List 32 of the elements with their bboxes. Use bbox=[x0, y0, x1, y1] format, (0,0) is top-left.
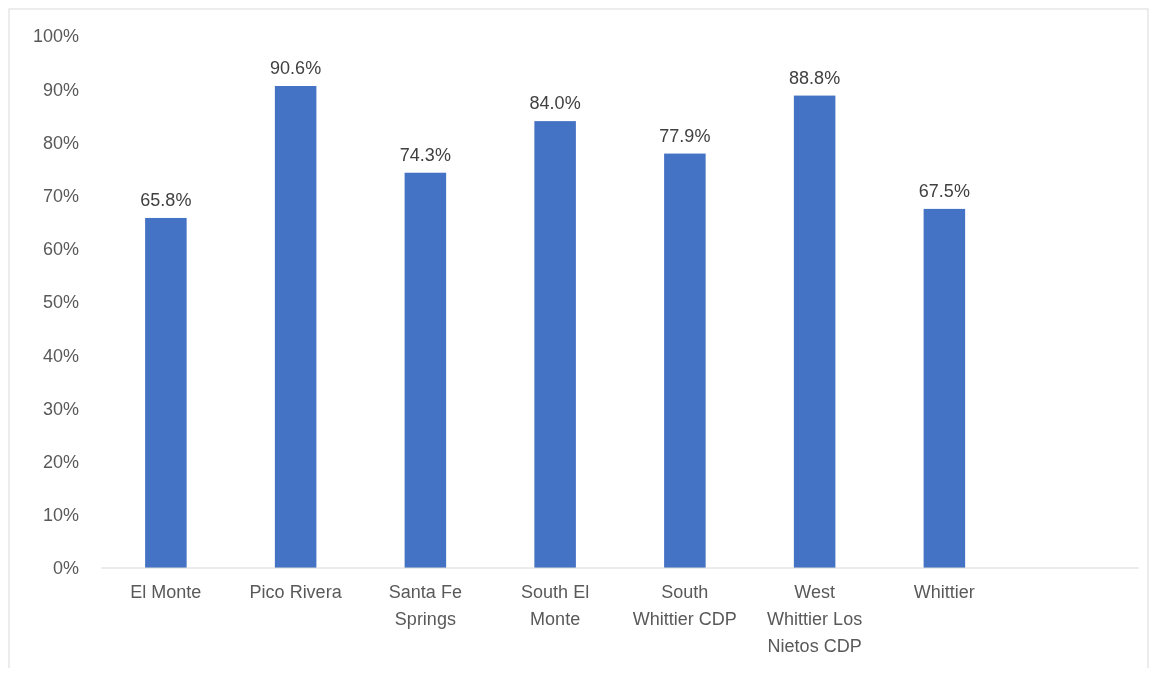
y-tick-label: 0% bbox=[52, 558, 79, 579]
y-tick-label: 20% bbox=[42, 451, 79, 472]
y-tick-label: 70% bbox=[42, 185, 79, 206]
data-label: 90.6% bbox=[270, 58, 322, 79]
y-tick-label: 50% bbox=[42, 292, 79, 313]
data-label: 77.9% bbox=[659, 125, 711, 146]
y-tick-label: 30% bbox=[42, 398, 79, 419]
x-tick-label: Santa Fe Springs bbox=[388, 582, 462, 629]
y-tick-label: 60% bbox=[42, 239, 79, 260]
data-label: 88.8% bbox=[789, 67, 841, 88]
bar bbox=[145, 217, 187, 568]
bar bbox=[404, 172, 447, 568]
bar bbox=[664, 153, 706, 568]
y-tick-label: 90% bbox=[42, 79, 79, 100]
y-tick-label: 100% bbox=[32, 26, 79, 47]
y-tick-label: 10% bbox=[42, 505, 79, 526]
bar bbox=[793, 95, 836, 568]
x-tick-label: South Whittier CDP bbox=[632, 582, 737, 629]
x-tick-label: West Whittier Los Nietos CDP bbox=[767, 582, 863, 656]
data-label: 65.8% bbox=[140, 189, 192, 210]
bar bbox=[923, 208, 966, 568]
x-tick-label: South El Monte bbox=[521, 582, 590, 629]
data-label: 67.5% bbox=[918, 180, 970, 201]
x-tick-label: El Monte bbox=[130, 582, 202, 602]
y-tick-label: 80% bbox=[42, 132, 79, 153]
x-tick-label: Whittier bbox=[913, 582, 975, 602]
data-label: 84.0% bbox=[529, 93, 581, 114]
bar bbox=[534, 121, 576, 568]
data-label: 74.3% bbox=[399, 144, 451, 165]
y-tick-label: 40% bbox=[42, 345, 79, 366]
x-tick-label: Pico Rivera bbox=[249, 582, 343, 602]
bar bbox=[274, 86, 317, 568]
